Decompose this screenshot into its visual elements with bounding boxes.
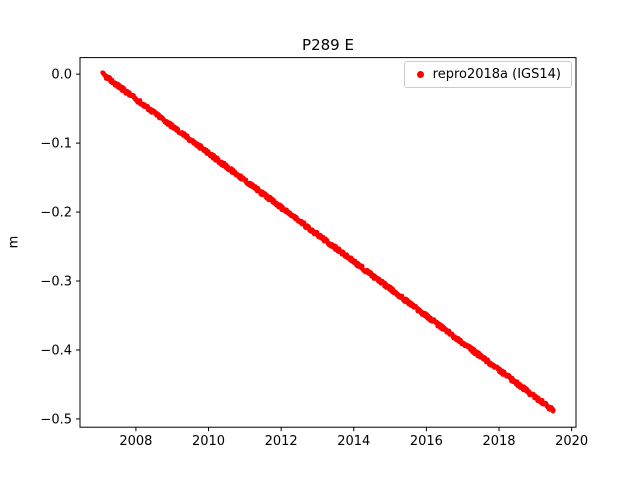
x-tick-label: 2008 <box>119 434 152 449</box>
legend: repro2018a (IGS14) <box>403 61 572 88</box>
y-tick-label: −0.3 <box>40 275 72 290</box>
scatter-point <box>243 177 249 182</box>
y-tick-label: −0.2 <box>40 206 72 221</box>
y-axis-ticks: 0.0 −0.1 −0.2 −0.3 −0.4 −0.5 <box>40 68 80 427</box>
scatter-point <box>137 98 143 103</box>
scatter-points-layer <box>100 70 556 414</box>
legend-item-label: repro2018a (IGS14) <box>432 67 561 82</box>
x-tick-label: 2014 <box>337 434 370 449</box>
x-tick-label: 2016 <box>410 434 443 449</box>
chart-title: P289 E <box>302 36 354 54</box>
y-tick-label: −0.4 <box>40 343 72 358</box>
axes-frame <box>79 57 577 428</box>
scatter-point <box>551 407 556 413</box>
y-axis-label: m <box>6 235 22 249</box>
x-tick-label: 2012 <box>265 434 298 449</box>
x-tick-label: 2018 <box>482 434 515 449</box>
x-tick-label: 2010 <box>192 434 225 449</box>
y-tick-label: −0.5 <box>40 412 72 427</box>
x-tick-label: 2020 <box>555 434 588 449</box>
legend-dot-icon <box>416 71 424 78</box>
y-tick-label: 0.0 <box>51 68 72 83</box>
y-tick-label: −0.1 <box>40 137 72 152</box>
x-axis-ticks: 2008 2010 2012 2014 2016 2018 2020 <box>119 427 588 449</box>
